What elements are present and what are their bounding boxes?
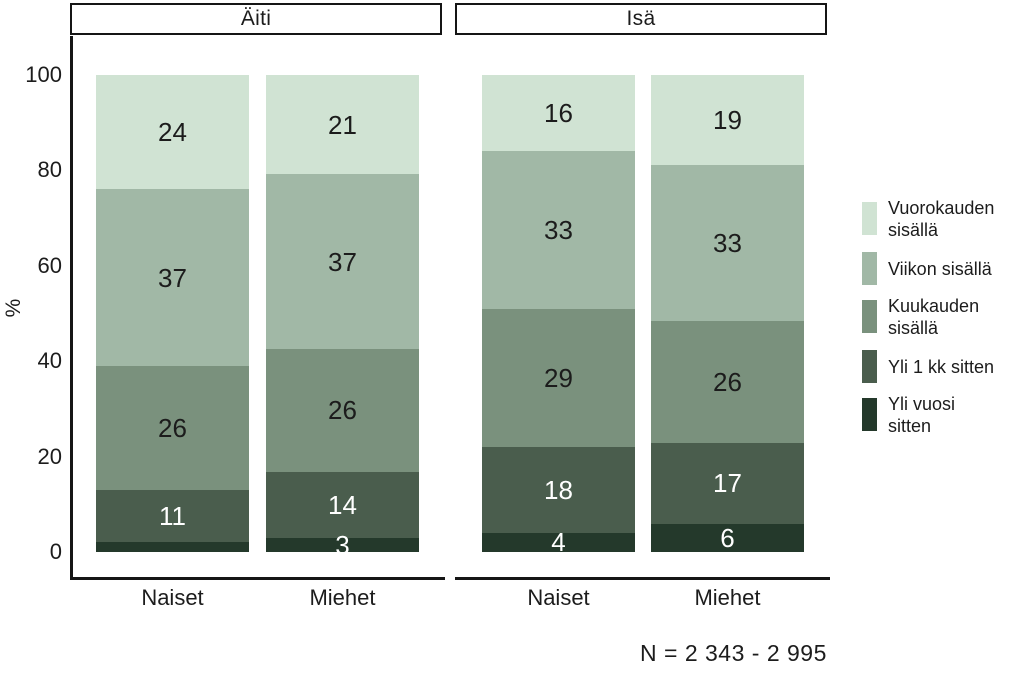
facet-strip-label: Isä: [626, 7, 656, 30]
bar-segment: 37: [266, 174, 419, 349]
bar-segment-value: 4: [551, 527, 566, 558]
bar-äiti-miehet: 21 37 26 14 3: [266, 75, 419, 558]
y-tick-label: 40: [37, 348, 62, 374]
x-category-label: Miehet: [694, 585, 761, 610]
facet-strip-right: Isä: [455, 3, 827, 35]
legend-item-label: Kuukauden sisällä: [888, 295, 980, 338]
legend-item-label: Vuorokauden sisällä: [888, 197, 995, 240]
y-tick-label: 100: [25, 62, 62, 87]
x-category-label: Miehet: [309, 585, 376, 610]
bar-segment-value: 21: [328, 109, 357, 140]
bar-isä-miehet: 19 33 26 17 6: [651, 75, 804, 552]
bar-segment: 29: [482, 308, 635, 448]
x-axis-line-right: [455, 577, 830, 580]
bar-segment-value: 24: [158, 117, 187, 148]
bar-segment: 16: [482, 75, 635, 152]
bar-segment-value: 16: [544, 98, 573, 129]
bar-segment: 33: [651, 164, 804, 321]
bar-segment-value: 18: [544, 474, 573, 505]
bar-segment-value: 3: [335, 529, 350, 560]
bar-segment-value: 29: [544, 362, 573, 393]
legend-key-swatch: [862, 398, 877, 431]
bar-segment: 21: [266, 75, 419, 175]
bar-segment-value: 37: [328, 246, 357, 277]
legend-item: Vuorokauden sisällä: [862, 198, 994, 240]
legend-key-swatch: [862, 300, 877, 333]
bar-segment: 6: [651, 522, 804, 553]
legend-item-label: Viikon sisällä: [888, 258, 992, 279]
bar-segment: 17: [651, 443, 804, 524]
bar-segment-value: 17: [713, 468, 742, 499]
y-tick-label: 80: [37, 157, 62, 183]
bar-segment-value: 14: [328, 489, 357, 520]
facet-strip-left: Äiti: [70, 3, 442, 35]
bar-segment: 26: [96, 365, 249, 490]
legend-item-label: Yli 1 kk sitten: [888, 356, 995, 377]
bar-segment: 18: [482, 447, 635, 533]
legend-item: Kuukauden sisällä: [862, 296, 979, 338]
bar-segment-value: 37: [158, 262, 187, 293]
y-axis-title: %: [2, 298, 25, 318]
y-tick-label: 20: [37, 443, 62, 469]
bar-segment-value: 33: [544, 215, 573, 246]
bar-isä-naiset: 16 33 29 18 4: [482, 75, 635, 555]
bar-segment: 26: [266, 348, 419, 472]
bar-segment-value: 26: [713, 366, 742, 397]
y-tick-label: 60: [37, 252, 62, 278]
bar-segment-value: 11: [159, 501, 186, 532]
bar-segment-value: 19: [713, 104, 742, 135]
bar-segment: 14: [266, 471, 419, 538]
y-tick-label: 0: [49, 539, 62, 564]
bar-segment: 33: [482, 151, 635, 309]
legend-item: Yli vuosi sitten: [862, 394, 955, 436]
x-category-label: Naiset: [527, 585, 590, 610]
x-axis-line-left: [70, 577, 445, 580]
legend-key-swatch: [862, 350, 877, 383]
bar-segment: 26: [651, 320, 804, 444]
bar-segment: 24: [96, 75, 249, 190]
bar-segment-value: 6: [720, 522, 735, 553]
legend-key-swatch: [862, 202, 877, 235]
legend-item-label: Yli vuosi sitten: [888, 393, 956, 436]
bar-segment: 11: [96, 489, 249, 543]
bar-äiti-naiset: 24 37 26 11: [96, 75, 249, 552]
bar-segment: 3: [266, 532, 419, 558]
bar-segment: [96, 542, 249, 552]
bar-segment: 37: [96, 189, 249, 366]
legend-item: Yli 1 kk sitten: [862, 350, 994, 383]
facet-strip-label: Äiti: [240, 7, 272, 30]
bar-segment: 4: [482, 529, 635, 555]
bar-segment-value: 26: [328, 395, 357, 426]
bar-segment: 19: [651, 75, 804, 165]
legend-key-swatch: [862, 252, 877, 285]
bar-segment-value: 33: [713, 227, 742, 258]
x-category-label: Naiset: [141, 585, 204, 610]
bar-segment-value: 26: [158, 412, 187, 443]
sample-size-caption: N = 2 343 - 2 995: [640, 640, 827, 666]
legend-item: Viikon sisällä: [862, 252, 992, 285]
y-axis-line: [70, 36, 73, 580]
